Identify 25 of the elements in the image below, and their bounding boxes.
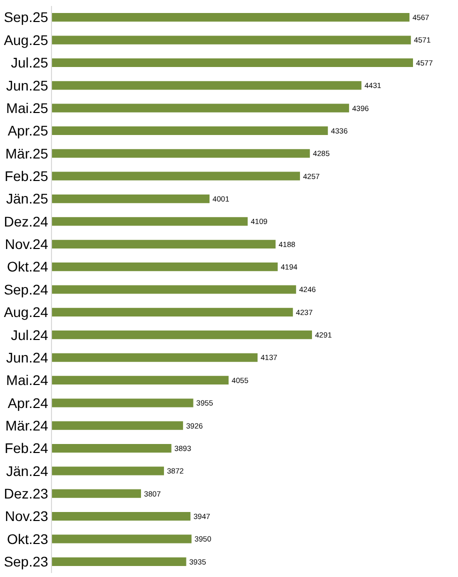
y-tick-label: Mai.24 <box>6 372 48 388</box>
y-tick-label: Jän.25 <box>6 190 48 207</box>
y-tick-label: Mär.24 <box>5 417 48 434</box>
y-tick-label: Jul.24 <box>10 326 48 343</box>
y-tick-label: Dez.24 <box>4 213 48 230</box>
y-tick-label: Nov.23 <box>4 508 48 524</box>
y-tick-label: Jul.25 <box>10 54 48 71</box>
y-tick-label: Jun.24 <box>6 349 48 366</box>
y-tick-label: Sep.25 <box>4 9 48 26</box>
y-tick-label: Mär.25 <box>5 145 48 162</box>
y-tick-label: Feb.25 <box>4 168 48 184</box>
y-tick-label: Aug.24 <box>4 304 48 320</box>
y-tick-label: Mai.25 <box>6 100 48 116</box>
y-tick-label: Sep.24 <box>4 281 48 298</box>
y-tick-label: Feb.24 <box>4 440 48 456</box>
y-tick-label: Aug.25 <box>4 32 48 48</box>
y-tick-label: Sep.23 <box>4 554 48 570</box>
y-tick-label: Jun.25 <box>6 77 48 94</box>
y-tick-label: Nov.24 <box>4 236 48 252</box>
y-tick-label: Okt.24 <box>6 258 48 275</box>
y-tick-label: Apr.24 <box>8 394 48 411</box>
y-tick-label: Okt.23 <box>6 530 48 547</box>
y-tick-label: Dez.23 <box>4 486 48 502</box>
y-tick-label: Apr.25 <box>8 122 48 139</box>
y-tick-label: Jän.24 <box>6 462 48 479</box>
